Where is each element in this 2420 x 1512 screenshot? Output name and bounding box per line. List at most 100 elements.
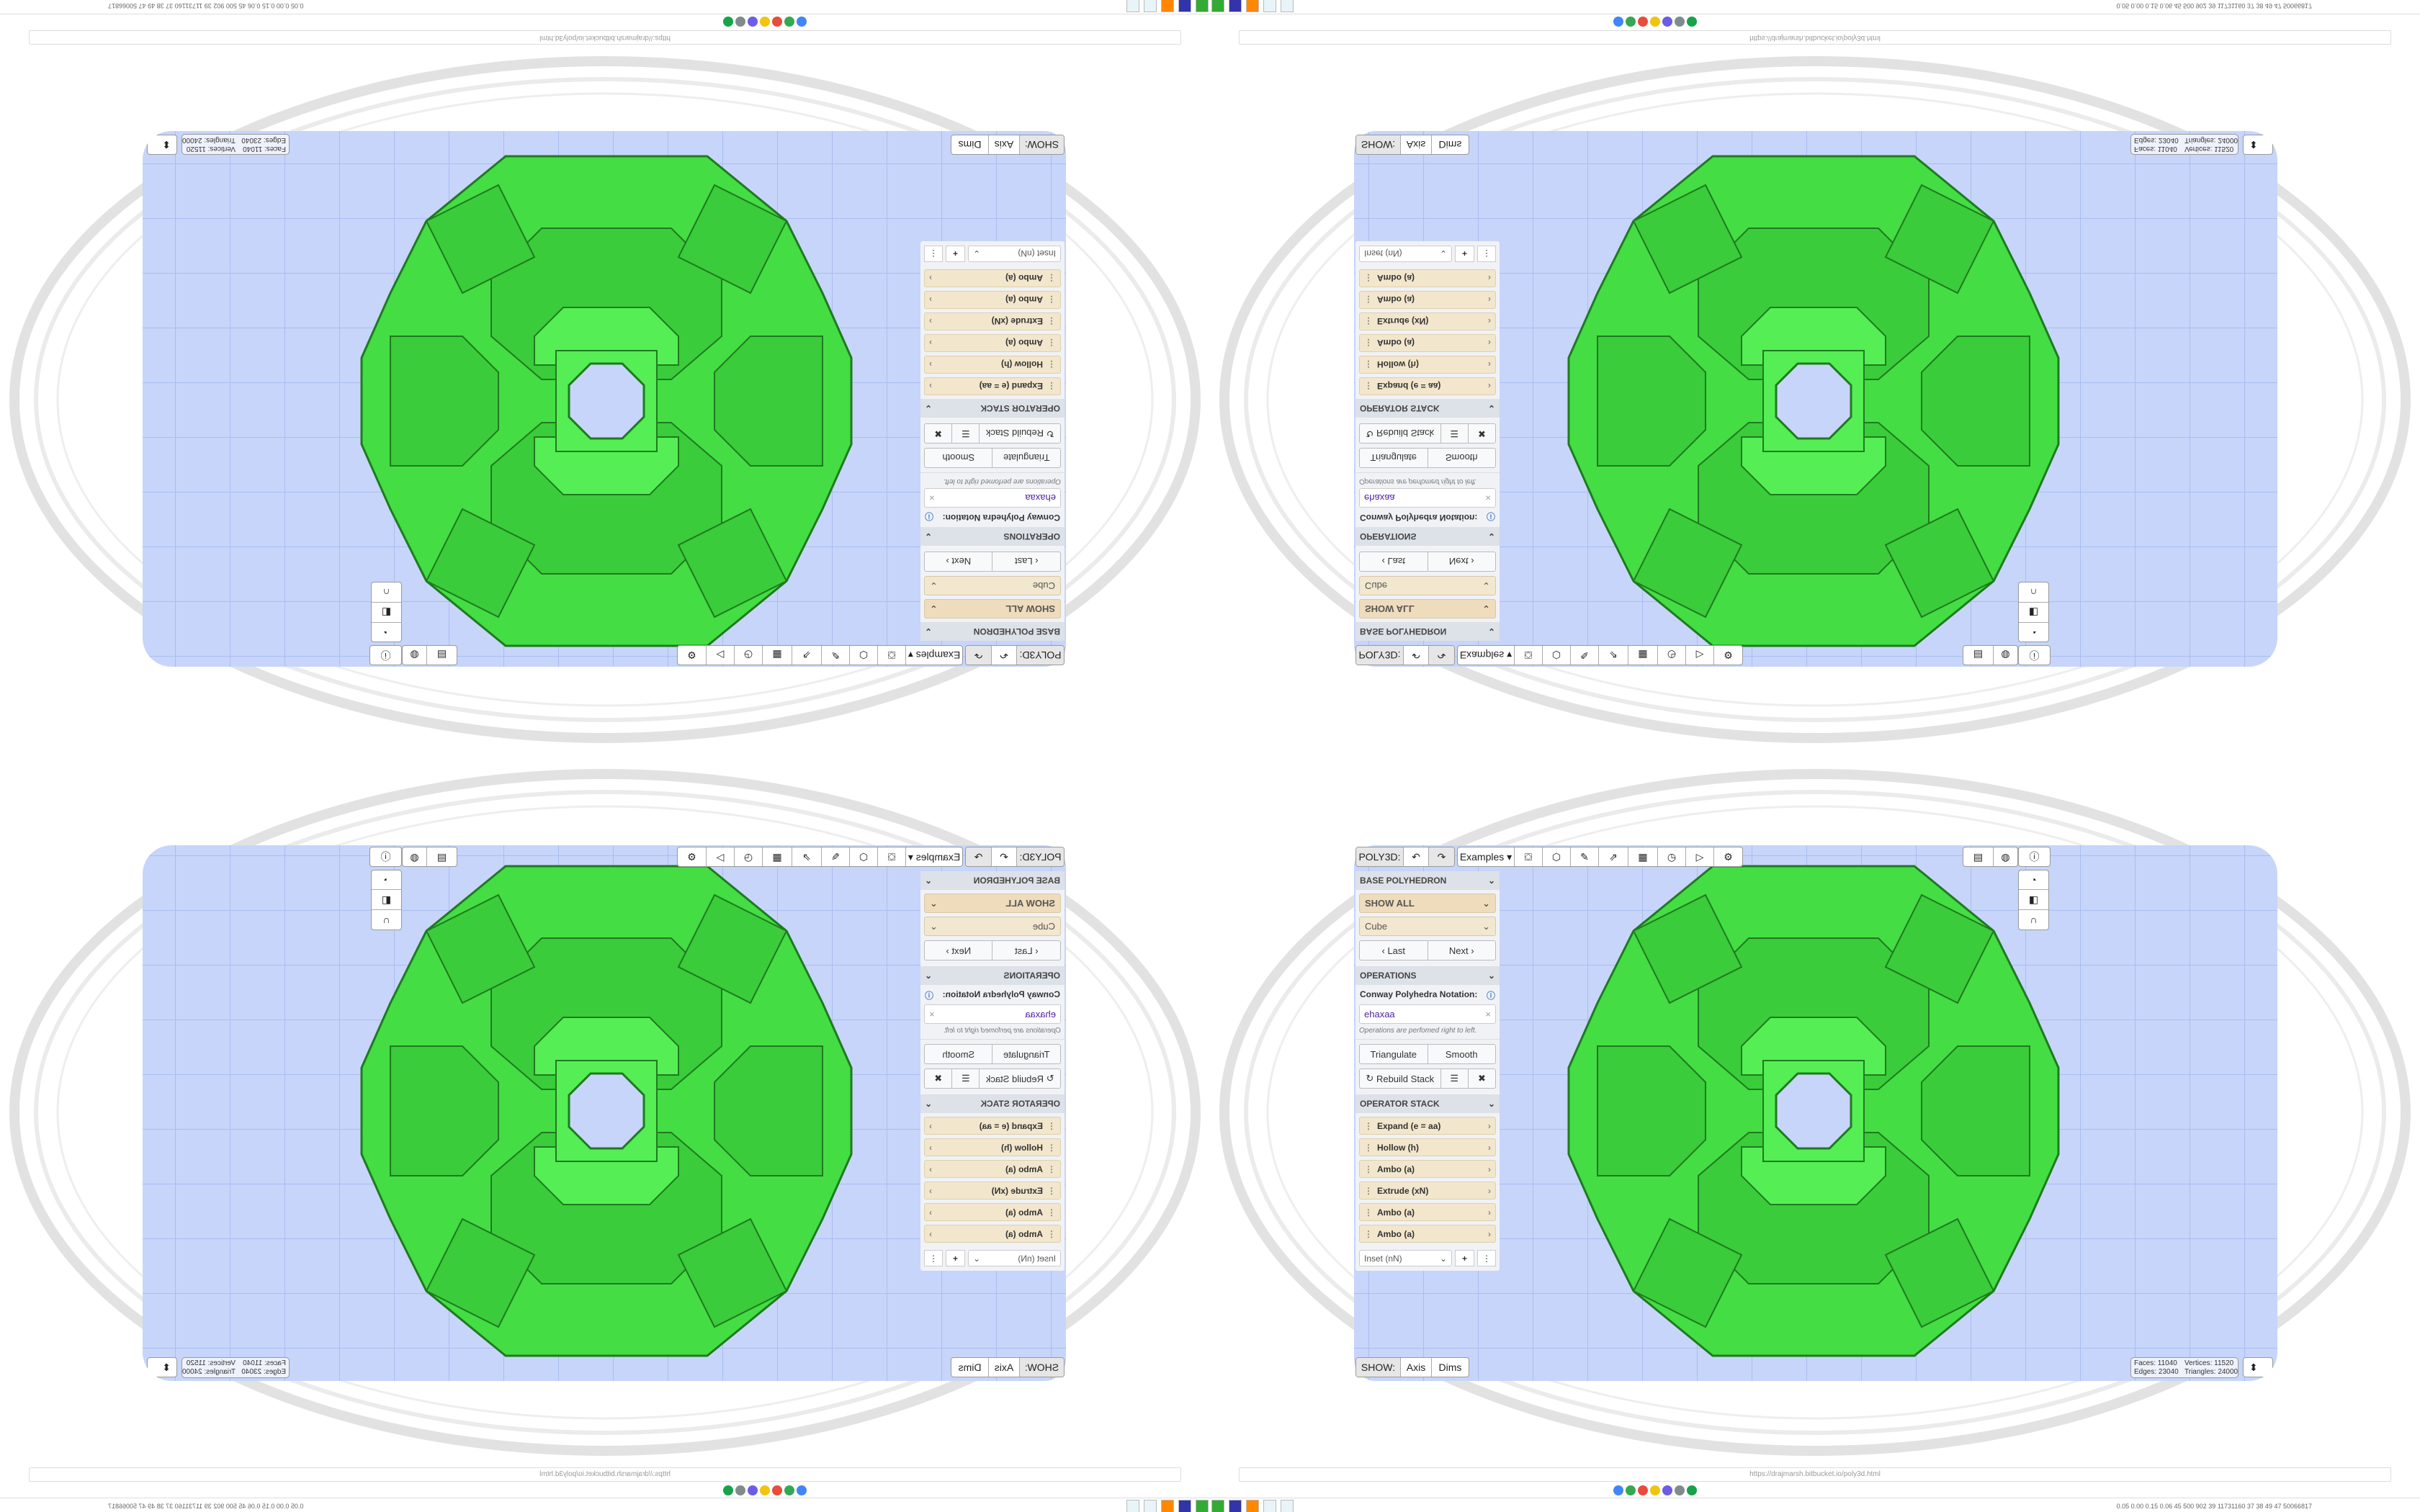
stack-item[interactable]: ⋮ Expand (e = aa) ›	[1359, 377, 1496, 395]
drag-handle-icon[interactable]: ⋮	[1047, 1142, 1056, 1153]
add-operator-button[interactable]: +	[946, 246, 965, 262]
stack-item[interactable]: ⋮ Ambo (a) ›	[1359, 291, 1496, 309]
rebuild-stack-button[interactable]: ↻ Rebuild Stack	[1360, 424, 1441, 443]
examples-dropdown[interactable]: Examples ▾	[905, 646, 962, 665]
drag-handle-icon[interactable]: ⋮	[1364, 316, 1373, 327]
stack-item[interactable]: ⋮ Ambo (a) ›	[924, 334, 1061, 352]
operations-header[interactable]: OPERATIONS ⌄	[920, 966, 1065, 985]
stack-item[interactable]: ⋮ Ambo (a) ›	[1359, 269, 1496, 287]
close-icon[interactable]: ✖	[934, 1073, 943, 1084]
last-button[interactable]: ‹ Last	[992, 941, 1060, 960]
3d-viewport[interactable]: Faces: 11040 Vertices: 11520 Edges: 23040…	[143, 845, 1066, 1381]
stack-item[interactable]: ⋮ Hollow (h) ›	[924, 1138, 1061, 1156]
base-polyhedron-header[interactable]: BASE POLYHEDRON ⌄	[1355, 871, 1500, 890]
drag-handle-icon[interactable]: ⋮	[1364, 1185, 1373, 1196]
add-operator-select[interactable]: Inset (nN) ⌄	[1359, 1250, 1452, 1266]
bookmark-icon[interactable]	[1687, 17, 1697, 27]
drag-handle-icon[interactable]: ⋮	[1364, 1142, 1373, 1153]
filter-select[interactable]: SHOW ALL ⌄	[1359, 599, 1496, 618]
bookmark-icon[interactable]	[772, 1485, 782, 1495]
shape-select[interactable]: Cube ⌄	[1359, 917, 1496, 936]
save-icon[interactable]	[1229, 0, 1242, 12]
dims-toggle[interactable]: Dims	[958, 1362, 982, 1373]
date-time-icon[interactable]: ▤	[426, 646, 457, 665]
stack-item[interactable]: ⋮ Ambo (a) ›	[1359, 334, 1496, 352]
address-bar[interactable]: https://drajmarsh.bitbucket.io/poly3d.ht…	[29, 1467, 1181, 1482]
undo-button[interactable]: ↶	[1404, 847, 1429, 866]
app-icon[interactable]	[1211, 1500, 1224, 1512]
add-operator-select[interactable]: Inset (nN) ⌄	[968, 1250, 1061, 1266]
examples-dropdown[interactable]: Examples ▾	[1458, 646, 1515, 665]
calendar-icon[interactable]: ▦	[1628, 646, 1658, 665]
clear-icon[interactable]: ×	[1485, 1009, 1491, 1020]
gear-icon[interactable]: ⚙	[687, 649, 696, 662]
bookmark-icon[interactable]	[1638, 1485, 1648, 1495]
drag-handle-icon[interactable]: ⋮	[1364, 338, 1373, 348]
info-icon[interactable]: ⓘ	[1486, 511, 1495, 521]
triangulate-button[interactable]: Triangulate	[992, 449, 1060, 467]
bookmark-icon[interactable]	[735, 17, 745, 27]
bookmark-icon[interactable]	[1675, 17, 1685, 27]
bookmark-icon[interactable]	[1650, 1485, 1660, 1495]
drag-handle-icon[interactable]: ⋮	[1364, 294, 1373, 305]
smooth-button[interactable]: Smooth	[942, 1048, 975, 1060]
rebuild-stack-button[interactable]: ↻ Rebuild Stack	[1360, 1069, 1441, 1088]
address-bar[interactable]: https://drajmarsh.bitbucket.io/poly3d.ht…	[1239, 1467, 2391, 1482]
smooth-button[interactable]: Smooth	[1445, 1048, 1478, 1060]
notepad-icon[interactable]	[1126, 1500, 1139, 1512]
more-options-button[interactable]: ⋮	[924, 246, 943, 262]
play-icon[interactable]: ▷	[1686, 847, 1714, 866]
bookmark-icon[interactable]	[797, 1485, 807, 1495]
more-options-button[interactable]: ⋮	[1477, 1250, 1496, 1266]
undo-button[interactable]: ↶	[991, 646, 1016, 665]
bookmark-icon[interactable]	[772, 17, 782, 27]
shape-select[interactable]: Cube ⌄	[924, 576, 1061, 595]
operations-header[interactable]: OPERATIONS ⌄	[920, 527, 1065, 546]
info-button[interactable]: ⓘ	[369, 847, 402, 867]
drag-handle-icon[interactable]: ⋮	[1364, 1164, 1373, 1174]
clear-icon[interactable]: ×	[929, 492, 935, 503]
export-icon[interactable]: ⇗	[1599, 847, 1628, 866]
operations-header[interactable]: OPERATIONS ⌄	[1355, 966, 1500, 985]
more-options-button[interactable]: ⋮	[924, 1250, 943, 1266]
view-fit-button[interactable]: ⬍	[2243, 1357, 2273, 1377]
operations-header[interactable]: OPERATIONS ⌄	[1355, 527, 1500, 546]
axis-toggle[interactable]: Axis	[988, 135, 1019, 154]
play-icon[interactable]: ▷	[706, 847, 734, 866]
stack-item[interactable]: ⋮ Hollow (h) ›	[1359, 1138, 1496, 1156]
filter-select[interactable]: SHOW ALL ⌄	[924, 894, 1061, 913]
stack-item[interactable]: ⋮ Extrude (xN) ›	[924, 312, 1061, 330]
dims-toggle[interactable]: Dims	[1438, 1362, 1462, 1373]
bookmark-icon[interactable]	[748, 17, 758, 27]
clock-icon[interactable]: ◷	[734, 847, 762, 866]
clock-icon[interactable]: ◷	[1658, 847, 1686, 866]
magnet-icon[interactable]: ∩	[382, 914, 390, 926]
edit-pen-icon[interactable]: ✎	[821, 847, 849, 866]
stack-item[interactable]: ⋮ Extrude (xN) ›	[1359, 1182, 1496, 1200]
operator-stack-header[interactable]: OPERATOR STACK ⌄	[920, 1094, 1065, 1113]
bookmark-icon[interactable]	[1675, 1485, 1685, 1495]
rebuild-stack-button[interactable]: ↻ Rebuild Stack	[979, 424, 1060, 443]
frame-icon[interactable]: ◧	[372, 890, 401, 910]
redo-button[interactable]: ↷	[966, 847, 991, 866]
frame-icon[interactable]: ◧	[2019, 890, 2048, 910]
gear-icon[interactable]: ⚙	[1724, 850, 1733, 863]
cube-play-icon[interactable]: ⬡	[1543, 847, 1571, 866]
magnet-icon[interactable]: ∩	[2030, 586, 2038, 598]
notation-input[interactable]: ehaxaa ×	[1359, 488, 1496, 508]
undo-button[interactable]: ↶	[991, 847, 1016, 866]
drag-handle-icon[interactable]: ⋮	[1364, 359, 1373, 370]
stack-item[interactable]: ⋮ Hollow (h) ›	[1359, 356, 1496, 374]
view-fit-button[interactable]: ⬍	[147, 135, 177, 155]
redo-button[interactable]: ↷	[1429, 847, 1454, 866]
stack-item[interactable]: ⋮ Expand (e = aa) ›	[924, 1117, 1061, 1135]
undo-button[interactable]: ↶	[1404, 646, 1429, 665]
drag-handle-icon[interactable]: ⋮	[1047, 294, 1056, 305]
examples-dropdown[interactable]: Examples ▾	[905, 847, 962, 866]
date-time-icon[interactable]: ▤	[1963, 847, 1994, 866]
globe-icon[interactable]: ◍	[410, 850, 419, 863]
edit-pen-icon[interactable]: ✎	[1571, 847, 1599, 866]
globe-icon[interactable]: ◍	[2001, 850, 2010, 863]
drag-handle-icon[interactable]: ⋮	[1047, 1120, 1056, 1131]
dims-toggle[interactable]: Dims	[1438, 139, 1462, 150]
